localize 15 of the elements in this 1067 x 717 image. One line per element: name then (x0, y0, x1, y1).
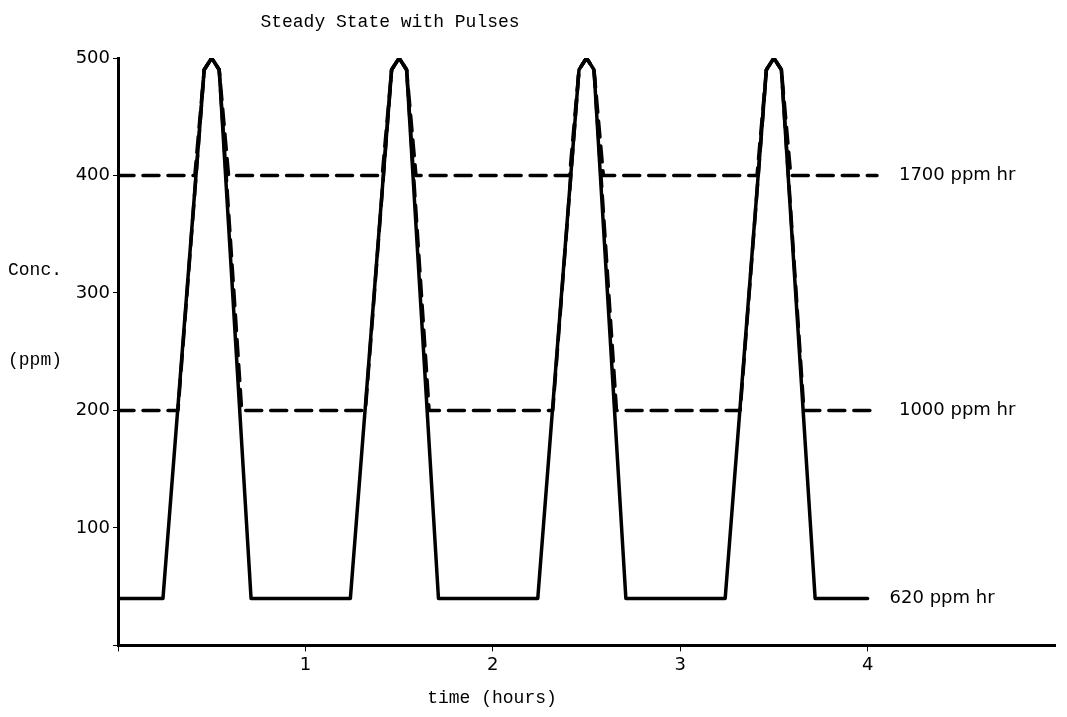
x-axis-title: time (hours) (426, 688, 558, 708)
x-tick-label: 4 (861, 652, 874, 674)
x-tick-label: 1 (299, 652, 312, 674)
y-tick-label: 400 (75, 163, 110, 185)
x-tick-label: 2 (487, 652, 499, 674)
y-tick-label: 300 (75, 280, 110, 302)
y-tick-label: 500 (75, 45, 110, 67)
chart-title: Steady State with Pulses (259, 12, 521, 32)
series-label: 1700 ppm hr (898, 163, 1017, 185)
y-tick-label: 200 (75, 398, 110, 420)
series-label: 1000 ppm hr (898, 398, 1017, 420)
text: Conc. (ppm) (8, 260, 63, 370)
x-tick-label: 3 (674, 652, 686, 674)
y-tick-label: 100 (75, 515, 110, 537)
series-label: 620 ppm hr (889, 586, 996, 608)
